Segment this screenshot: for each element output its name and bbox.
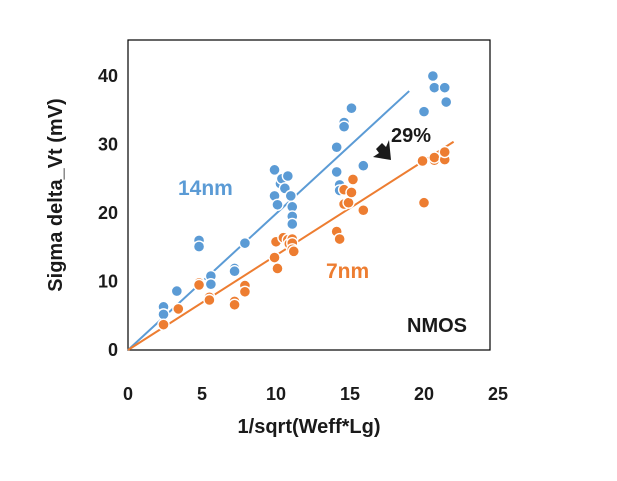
data-point-7nm-5: [203, 293, 216, 307]
data-point-7nm-21: [333, 232, 346, 246]
data-point-7nm-9: [238, 285, 252, 298]
data-point-14nm-33: [438, 81, 451, 94]
data-point-14nm-2: [170, 284, 184, 298]
data-point-7nm-1: [172, 302, 185, 316]
data-point-7nm-24: [342, 196, 355, 209]
data-point-7nm-19: [287, 245, 300, 258]
series-label-14nm: 14nm: [178, 177, 233, 200]
data-point-7nm-25: [345, 186, 358, 199]
data-point-14nm-1: [157, 308, 170, 321]
data-point-14nm-22: [330, 141, 343, 154]
series-14nm: [127, 69, 453, 351]
down-arrow-icon: [373, 140, 391, 160]
y-axis-title: Sigma delta_Vt (mV): [45, 98, 67, 291]
y-tick-10: 10: [98, 272, 118, 292]
data-point-14nm-9: [228, 265, 241, 278]
data-point-7nm-26: [346, 173, 360, 186]
data-point-7nm-12: [271, 262, 284, 275]
data-point-14nm-27: [337, 120, 351, 133]
data-point-14nm-11: [268, 163, 281, 177]
data-point-14nm-32: [428, 81, 441, 94]
data-point-14nm-13: [271, 198, 284, 211]
data-point-7nm-28: [416, 154, 429, 168]
data-point-7nm-0: [157, 318, 170, 331]
series-7nm: [127, 140, 455, 351]
data-point-14nm-21: [286, 217, 299, 231]
x-tick-0: 0: [123, 384, 133, 404]
series-label-7nm: 7nm: [326, 260, 369, 283]
trendline-14nm: [127, 90, 410, 351]
y-tick-20: 20: [98, 203, 118, 223]
x-tick-25: 25: [488, 384, 508, 404]
data-point-14nm-31: [426, 69, 440, 83]
x-axis-title: 1/sqrt(Weff*Lg): [238, 416, 381, 438]
y-tick-0: 0: [108, 340, 118, 360]
data-point-14nm-30: [417, 105, 431, 118]
y-tick-40: 40: [98, 66, 118, 86]
x-tick-20: 20: [414, 384, 434, 404]
data-point-14nm-7: [204, 278, 218, 291]
data-point-14nm-18: [284, 189, 297, 203]
x-tick-10: 10: [266, 384, 286, 404]
data-point-7nm-10: [268, 251, 281, 264]
data-point-7nm-3: [192, 278, 206, 292]
data-point-7nm-33: [438, 145, 451, 159]
reduction-annotation: 29%: [391, 125, 431, 147]
data-point-14nm-34: [440, 95, 453, 109]
data-point-14nm-4: [192, 240, 206, 253]
data-point-14nm-10: [238, 236, 252, 250]
y-tick-30: 30: [98, 135, 118, 155]
y-tick-labels: 0 10 20 30 40: [98, 66, 118, 360]
device-label: NMOS: [407, 315, 467, 337]
x-tick-labels: 0 5 10 15 20 25: [123, 384, 508, 404]
x-tick-15: 15: [340, 384, 360, 404]
data-point-14nm-17: [281, 169, 295, 183]
data-point-14nm-29: [357, 159, 370, 172]
x-tick-5: 5: [197, 384, 207, 404]
data-point-14nm-28: [345, 101, 358, 115]
data-point-7nm-31: [428, 151, 441, 164]
data-point-14nm-23: [330, 165, 343, 179]
plot-frame: [127, 39, 491, 351]
data-point-7nm-7: [228, 298, 241, 311]
data-point-7nm-29: [417, 196, 431, 209]
data-point-7nm-27: [357, 204, 370, 217]
